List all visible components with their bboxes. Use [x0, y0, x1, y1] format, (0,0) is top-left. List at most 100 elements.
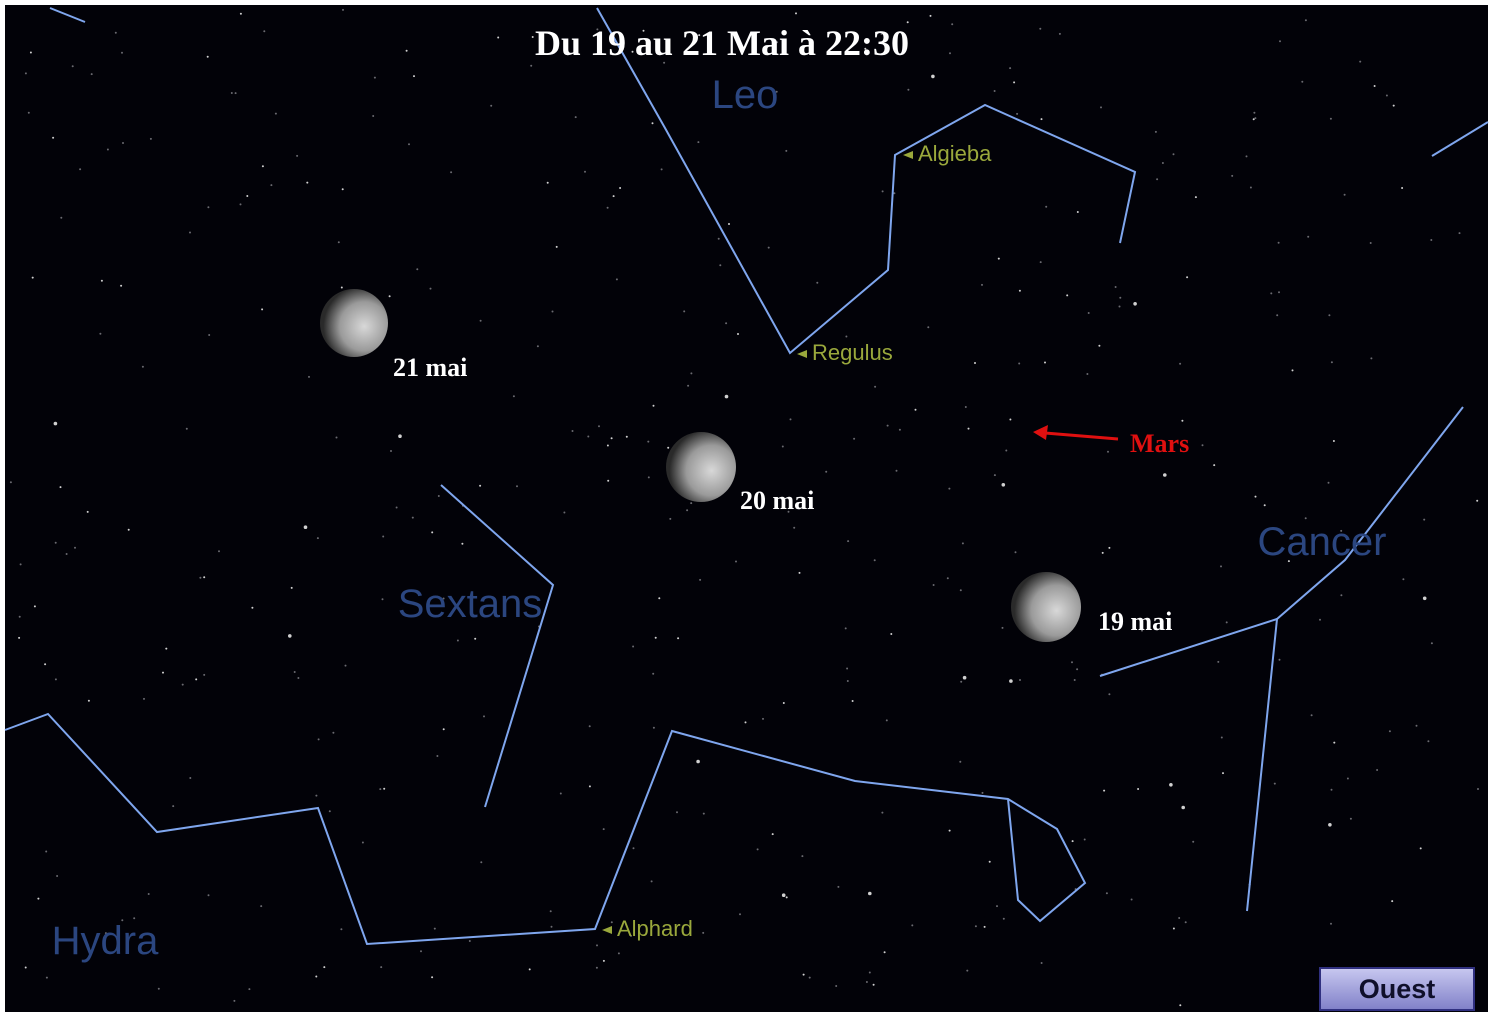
star — [1173, 153, 1175, 155]
star — [1231, 175, 1233, 177]
star — [362, 842, 364, 844]
star-name: Algieba — [918, 141, 992, 166]
direction-button[interactable]: Ouest — [1320, 968, 1474, 1010]
star — [20, 563, 22, 565]
star — [1088, 312, 1090, 314]
star — [1459, 232, 1461, 234]
star — [772, 833, 774, 835]
star — [1305, 19, 1307, 21]
star — [589, 725, 591, 727]
constellation-name: Leo — [712, 73, 779, 117]
star — [757, 848, 759, 850]
star — [962, 542, 964, 544]
star — [1098, 345, 1100, 347]
star — [430, 288, 432, 290]
star — [107, 149, 109, 151]
star — [1137, 788, 1139, 790]
star — [735, 561, 737, 563]
star — [847, 680, 849, 682]
star — [1173, 928, 1175, 930]
star — [60, 217, 62, 219]
star — [288, 634, 292, 638]
star — [382, 536, 384, 538]
star — [803, 974, 805, 976]
star — [651, 880, 653, 882]
star — [390, 450, 392, 452]
star — [1192, 841, 1194, 843]
star — [725, 322, 727, 324]
star — [480, 320, 482, 322]
star — [963, 676, 967, 680]
star — [907, 89, 909, 91]
star — [25, 72, 27, 74]
star — [1074, 679, 1076, 681]
star — [143, 698, 145, 700]
star — [696, 760, 700, 764]
star — [275, 113, 277, 115]
title: Du 19 au 21 Mai à 22:30 — [535, 23, 909, 63]
star — [30, 52, 32, 54]
star — [342, 188, 344, 190]
star — [1066, 294, 1068, 296]
star — [251, 607, 253, 609]
star — [19, 616, 21, 618]
star — [480, 861, 482, 863]
star — [537, 345, 539, 347]
star — [947, 577, 949, 579]
star — [1319, 619, 1321, 621]
star — [338, 241, 340, 243]
star — [1389, 730, 1391, 732]
star — [890, 633, 892, 635]
star — [1119, 306, 1121, 308]
star — [270, 184, 272, 186]
star — [899, 429, 901, 431]
star — [412, 517, 414, 519]
star — [87, 511, 89, 513]
star — [530, 65, 532, 67]
star — [868, 892, 872, 896]
star — [882, 190, 884, 192]
star — [1072, 840, 1074, 842]
star — [1156, 178, 1158, 180]
star — [1086, 373, 1088, 375]
star — [1331, 361, 1333, 363]
star — [1163, 473, 1167, 477]
star — [881, 812, 883, 814]
star — [1115, 286, 1117, 288]
star — [1222, 772, 1224, 774]
star — [1423, 519, 1425, 521]
star — [1181, 806, 1185, 810]
star — [263, 30, 265, 32]
star — [1084, 839, 1086, 841]
star — [1181, 420, 1183, 422]
star — [782, 446, 784, 448]
star — [1108, 547, 1110, 549]
moon — [1011, 572, 1081, 642]
star — [603, 828, 605, 830]
star — [1076, 668, 1078, 670]
star — [816, 282, 818, 284]
star — [329, 810, 331, 812]
star — [490, 105, 492, 107]
star — [532, 36, 534, 38]
star — [1213, 464, 1215, 466]
moon — [666, 432, 736, 502]
star — [690, 502, 692, 504]
star — [52, 137, 54, 139]
star — [1226, 621, 1228, 623]
star — [195, 678, 197, 680]
star — [687, 385, 689, 387]
star — [989, 861, 991, 863]
star — [1102, 552, 1104, 554]
star — [99, 333, 101, 335]
star — [413, 75, 415, 77]
button-label[interactable]: Ouest — [1359, 974, 1436, 1004]
star — [46, 977, 48, 979]
star — [54, 422, 58, 426]
star — [340, 928, 342, 930]
star — [304, 525, 308, 529]
star — [560, 793, 562, 795]
star — [1002, 627, 1004, 629]
star — [658, 597, 660, 599]
star — [982, 792, 984, 794]
